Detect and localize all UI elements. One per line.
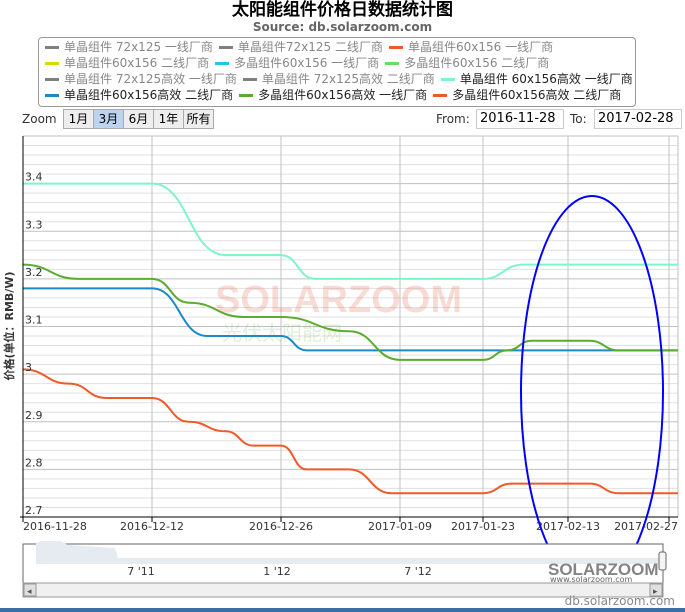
legend-symbol xyxy=(218,46,233,49)
legend-symbol xyxy=(385,62,400,65)
legend-symbol xyxy=(45,94,59,97)
legend-label: 单晶组件 72x125 一线厂商 xyxy=(64,40,213,54)
series-line[interactable] xyxy=(22,263,678,361)
legend-row: 单晶组件60x156 二线厂商 多晶组件60x156 一线厂商 多晶组件60x156… xyxy=(45,56,555,71)
legend-item[interactable]: 单晶组件 72x125 一线厂商 xyxy=(45,40,213,55)
legend-symbol xyxy=(239,94,254,97)
x-tick-label: 2017-02-13 xyxy=(536,520,600,533)
zoom-all-button[interactable]: 所有 xyxy=(183,109,214,129)
footer-credit: db.solarzoom.com xyxy=(564,594,675,608)
navigator-area xyxy=(36,541,660,564)
series-line[interactable] xyxy=(22,368,678,495)
legend-symbol xyxy=(433,94,448,97)
legend-label: 多晶组件60x156高效 二线厂商 xyxy=(452,88,622,102)
legend-label: 单晶组件60x156高效 二线厂商 xyxy=(64,88,234,102)
zoom-1m-button[interactable]: 1月 xyxy=(63,109,94,129)
legend-item[interactable]: 单晶组件60x156 二线厂商 xyxy=(45,56,209,71)
y-tick-label: 3 xyxy=(25,361,32,374)
zoom-1y-button[interactable]: 1年 xyxy=(153,109,184,129)
x-tick-label: 2017-01-23 xyxy=(451,520,515,533)
watermark-logo: SOLARZOOM xyxy=(215,279,462,321)
x-tick-label: 2016-12-26 xyxy=(249,520,313,533)
legend-item[interactable]: 多晶组件60x156 二线厂商 xyxy=(385,56,549,71)
zoom-label: Zoom xyxy=(22,112,57,126)
bottom-bar xyxy=(0,608,685,612)
x-tick-label: 2016-11-28 xyxy=(23,520,87,533)
legend-symbol xyxy=(242,78,257,81)
zoom-6m-button[interactable]: 6月 xyxy=(123,109,154,129)
legend-label: 单晶组件60x156 二线厂商 xyxy=(64,56,210,70)
to-label: To: xyxy=(570,112,587,126)
navigator-label: 1 '12 xyxy=(263,565,291,578)
navigator[interactable]: 7 '11 1 '12 7 '12 ◂ ▸ SOLARZOOM www.solarz… xyxy=(22,541,667,598)
from-label: From: xyxy=(436,112,470,126)
watermark: SOLARZOOM 光伏太阳能网 xyxy=(215,279,462,345)
legend: 单晶组件 72x125 一线厂商 单晶组件72x125 二线厂商 单晶组件60x15… xyxy=(38,37,636,107)
to-date-input[interactable]: 2017-02-28 xyxy=(594,109,682,129)
legend-row: 单晶组件60x156高效 二线厂商 多晶组件60x156高效 一线厂商 多晶组件60… xyxy=(45,88,627,103)
scroll-left-icon: ◂ xyxy=(27,587,32,597)
legend-label: 单晶组件 60x156高效 一线厂商 xyxy=(459,72,633,86)
y-tick-label: 3.2 xyxy=(25,266,43,279)
series-line[interactable] xyxy=(22,287,678,352)
legend-item[interactable]: 多晶组件60x156高效 一线厂商 xyxy=(239,88,427,103)
legend-symbol xyxy=(389,46,403,49)
legend-row: 单晶组件 72x125高效 一线厂商 单晶组件 72x125高效 二线厂商 单晶组件… xyxy=(45,72,635,87)
navigator-scrollbar[interactable] xyxy=(22,582,664,598)
y-tick-label: 2.9 xyxy=(25,409,43,422)
series-line[interactable] xyxy=(22,182,678,280)
navigator-watermark-url: www.solarzoom.com xyxy=(550,575,633,584)
axes: 2.7 2.8 2.9 3 3.1 3.2 3.3 3.4 2016-11-28 2016-12-… xyxy=(20,136,678,533)
y-tick-label: 2.8 xyxy=(25,456,43,469)
y-tick-label: 2.7 xyxy=(25,504,43,517)
legend-symbol xyxy=(440,78,455,81)
legend-symbol xyxy=(215,62,230,65)
watermark-cn: 光伏太阳能网 xyxy=(222,321,342,345)
legend-label: 单晶组件72x125 二线厂商 xyxy=(237,40,383,54)
scroll-left-button[interactable] xyxy=(23,583,37,597)
legend-label: 多晶组件60x156高效 一线厂商 xyxy=(258,88,428,102)
legend-label: 单晶组件60x156 一线厂商 xyxy=(408,40,554,54)
legend-row: 单晶组件 72x125 一线厂商 单晶组件72x125 二线厂商 单晶组件60x15… xyxy=(45,40,559,55)
navigator-label: 7 '12 xyxy=(404,565,432,578)
legend-item[interactable]: 单晶组件 60x156高效 一线厂商 xyxy=(440,72,633,87)
legend-item[interactable]: 单晶组件 72x125高效 二线厂商 xyxy=(242,72,435,87)
navigator-labels: 7 '11 1 '12 7 '12 xyxy=(127,565,432,578)
x-tick-label: 2016-12-12 xyxy=(120,520,184,533)
series-group xyxy=(22,182,678,495)
legend-label: 单晶组件 72x125高效 一线厂商 xyxy=(64,72,237,86)
legend-item[interactable]: 单晶组件 72x125高效 一线厂商 xyxy=(45,72,237,87)
navigator-label: 7 '11 xyxy=(127,565,155,578)
legend-item[interactable]: 单晶组件60x156高效 二线厂商 xyxy=(45,88,233,103)
y-axis-title: 价格(单位：RMB/W) xyxy=(3,271,16,381)
legend-item[interactable]: 多晶组件60x156高效 二线厂商 xyxy=(433,88,621,103)
x-tick-label: 2017-02-27 xyxy=(614,520,678,533)
chart-title: 太阳能组件价格日数据统计图 xyxy=(232,0,453,20)
navigator-watermark: SOLARZOOM xyxy=(548,560,659,579)
legend-label: 多晶组件60x156 一线厂商 xyxy=(234,56,380,70)
y-tick-label: 3.4 xyxy=(25,171,43,184)
legend-symbol xyxy=(45,78,59,81)
scroll-right-button[interactable] xyxy=(649,583,663,597)
navigator-handle[interactable] xyxy=(658,551,667,571)
legend-label: 多晶组件60x156 二线厂商 xyxy=(404,56,550,70)
legend-symbol xyxy=(45,46,59,49)
legend-item[interactable]: 单晶组件72x125 二线厂商 xyxy=(218,40,383,55)
chart-subtitle: Source: db.solarzoom.com xyxy=(252,20,433,34)
scroll-right-icon: ▸ xyxy=(653,587,658,597)
legend-item[interactable]: 多晶组件60x156 一线厂商 xyxy=(215,56,379,71)
legend-label: 单晶组件 72x125高效 二线厂商 xyxy=(261,72,435,86)
y-tick-label: 3.3 xyxy=(25,218,43,231)
legend-symbol xyxy=(45,62,59,65)
zoom-3m-button[interactable]: 3月 xyxy=(93,109,124,129)
x-tick-label: 2017-01-09 xyxy=(368,520,432,533)
from-date-input[interactable]: 2016-11-28 xyxy=(476,109,564,129)
y-tick-label: 3.1 xyxy=(25,314,43,327)
grid xyxy=(22,135,679,518)
legend-item[interactable]: 单晶组件60x156 一线厂商 xyxy=(389,40,553,55)
